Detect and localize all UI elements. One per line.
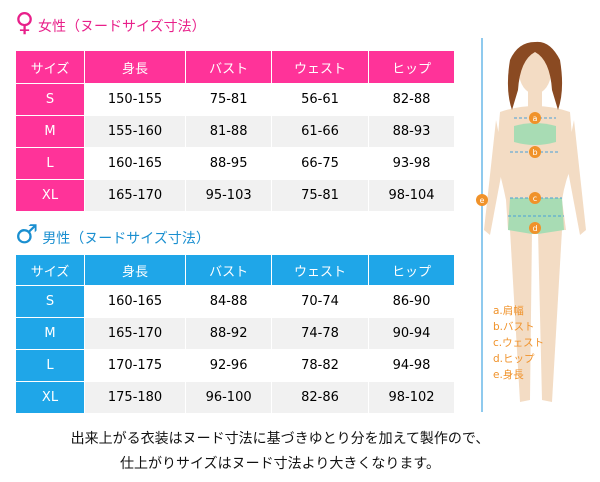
marker-c: c xyxy=(533,194,537,203)
table-cell: 78-82 xyxy=(271,349,369,382)
marker-a-icon xyxy=(529,112,541,124)
table-cell: 86-90 xyxy=(367,285,456,318)
table-cell: 95-103 xyxy=(185,179,273,212)
table-cell: 84-88 xyxy=(185,285,273,318)
size-label: S xyxy=(15,285,85,318)
marker-b: b xyxy=(532,148,537,157)
male-symbol-icon: ♂ xyxy=(15,220,39,250)
table-cell: 98-102 xyxy=(367,381,456,414)
column-header: ウェスト xyxy=(271,50,369,84)
table-cell: 66-75 xyxy=(271,147,369,180)
caption-line-2: 仕上がりサイズはヌード寸法より大きくなります。 xyxy=(120,456,440,472)
marker-e-icon xyxy=(476,194,488,206)
column-header: サイズ xyxy=(15,254,85,286)
table-cell: 88-92 xyxy=(185,317,273,350)
column-header: ヒップ xyxy=(367,50,456,84)
male-title: ♂ 男性（ヌードサイズ寸法） xyxy=(15,222,210,248)
table-cell: 88-93 xyxy=(367,115,456,148)
table-row: M 155-160 81-88 61-66 88-93 xyxy=(15,115,456,148)
female-size-table: サイズ 身長 バスト ウェスト ヒップ S 150-155 75-81 56-61 82-88 M 1… xyxy=(15,50,456,212)
column-header: サイズ xyxy=(15,50,85,84)
table-cell: 88-95 xyxy=(185,147,273,180)
table-cell: 56-61 xyxy=(271,83,369,116)
column-header: バスト xyxy=(185,254,273,286)
table-cell: 82-88 xyxy=(367,83,456,116)
table-cell: 75-81 xyxy=(271,179,369,212)
table-row: M 165-170 88-92 74-78 90-94 xyxy=(15,317,456,350)
measurement-legend: a.肩幅 b.バスト c.ウェスト d.ヒップ e.身長 xyxy=(493,303,544,383)
table-row: XL 165-170 95-103 75-81 98-104 xyxy=(15,179,456,212)
male-title-text: 男性（ヌードサイズ寸法） xyxy=(42,231,210,247)
marker-c-icon xyxy=(529,192,541,204)
column-header: 身長 xyxy=(83,254,187,286)
table-cell: 74-78 xyxy=(271,317,369,350)
legend-item: d.ヒップ xyxy=(493,353,535,365)
column-header: バスト xyxy=(185,50,273,84)
legend-item: b.バスト xyxy=(493,321,535,333)
table-cell: 150-155 xyxy=(83,83,187,116)
table-row: S 150-155 75-81 56-61 82-88 xyxy=(15,83,456,116)
table-cell: 92-96 xyxy=(185,349,273,382)
marker-b-icon xyxy=(529,146,541,158)
size-label: M xyxy=(15,317,85,350)
table-row: S 160-165 84-88 70-74 86-90 xyxy=(15,285,456,318)
size-label: L xyxy=(15,147,85,180)
table-cell: 81-88 xyxy=(185,115,273,148)
size-label: L xyxy=(15,349,85,382)
table-cell: 175-180 xyxy=(83,381,187,414)
marker-d: d xyxy=(532,224,537,233)
table-cell: 75-81 xyxy=(185,83,273,116)
table-cell: 93-98 xyxy=(367,147,456,180)
table-cell: 96-100 xyxy=(185,381,273,414)
column-header: ウェスト xyxy=(271,254,369,286)
table-cell: 70-74 xyxy=(271,285,369,318)
column-header: ヒップ xyxy=(367,254,456,286)
body-figure: a b c d e xyxy=(476,38,586,412)
legend-item: a.肩幅 xyxy=(493,305,524,317)
marker-d-icon xyxy=(529,222,541,234)
legend-item: c.ウェスト xyxy=(493,337,545,349)
table-row: L 170-175 92-96 78-82 94-98 xyxy=(15,349,456,382)
table-cell: 160-165 xyxy=(83,147,187,180)
table-row: XL 175-180 96-100 82-86 98-102 xyxy=(15,381,456,414)
female-title: ♀ 女性（ヌードサイズ寸法） xyxy=(15,10,206,36)
table-cell: 170-175 xyxy=(83,349,187,382)
size-label: M xyxy=(15,115,85,148)
table-cell: 160-165 xyxy=(83,285,187,318)
table-cell: 90-94 xyxy=(367,317,456,350)
marker-e: e xyxy=(480,196,485,205)
table-cell: 155-160 xyxy=(83,115,187,148)
legend-item: e.身長 xyxy=(493,369,524,381)
size-label: XL xyxy=(15,179,85,212)
table-row: L 160-165 88-95 66-75 93-98 xyxy=(15,147,456,180)
table-cell: 82-86 xyxy=(271,381,369,414)
column-header: 身長 xyxy=(83,50,187,84)
table-cell: 98-104 xyxy=(367,179,456,212)
female-symbol-icon: ♀ xyxy=(15,8,35,38)
table-cell: 94-98 xyxy=(367,349,456,382)
table-cell: 165-170 xyxy=(83,317,187,350)
marker-a: a xyxy=(533,114,538,123)
caption-line-1: 出来上がる衣装はヌード寸法に基づきゆとり分を加えて製作ので、 xyxy=(70,431,490,447)
size-label: S xyxy=(15,83,85,116)
table-cell: 165-170 xyxy=(83,179,187,212)
male-size-table: サイズ 身長 バスト ウェスト ヒップ S 160-165 84-88 70-74 86-90 M 1… xyxy=(15,254,456,414)
size-label: XL xyxy=(15,381,85,414)
female-title-text: 女性（ヌードサイズ寸法） xyxy=(38,19,206,35)
table-cell: 61-66 xyxy=(271,115,369,148)
